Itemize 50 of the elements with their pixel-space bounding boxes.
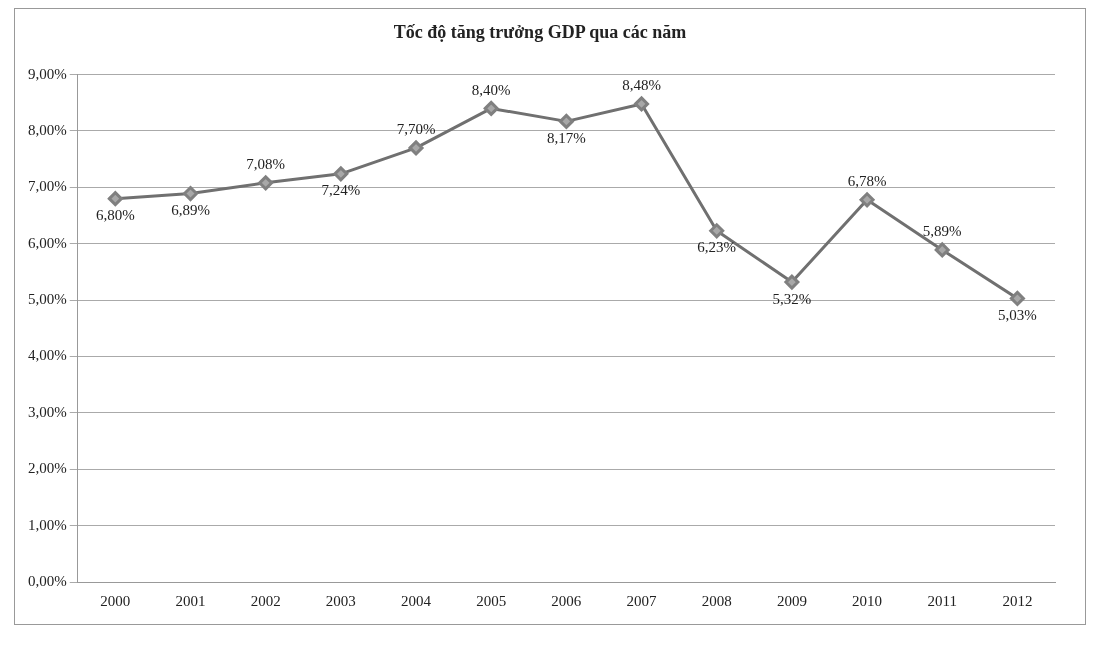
x-tick-label: 2000 bbox=[100, 592, 131, 609]
data-label: 6,80% bbox=[95, 207, 135, 224]
y-tick-label: 1,00% bbox=[28, 516, 67, 533]
x-tick-label: 2012 bbox=[1002, 592, 1033, 609]
point bbox=[333, 166, 349, 182]
chart-title: Tốc độ tăng trưởng GDP qua các năm bbox=[393, 22, 687, 43]
y-tick-label: 3,00% bbox=[28, 403, 67, 420]
y-tick-label: 7,00% bbox=[28, 178, 67, 195]
point bbox=[709, 223, 725, 239]
data-label: 6,78% bbox=[847, 173, 887, 190]
data-label: 6,23% bbox=[697, 239, 737, 256]
x-tick-label: 2003 bbox=[325, 592, 356, 609]
point bbox=[634, 96, 650, 112]
x-tick-label: 2004 bbox=[401, 592, 432, 609]
data-label: 8,17% bbox=[547, 129, 586, 146]
data-label: 5,32% bbox=[772, 290, 812, 307]
y-tick-label: 2,00% bbox=[28, 460, 67, 477]
data-label: 5,89% bbox=[922, 223, 962, 240]
point bbox=[784, 274, 800, 290]
x-tick-label: 2005 bbox=[476, 592, 507, 609]
x-tick-label: 2007 bbox=[626, 592, 658, 609]
y-tick-label: 8,00% bbox=[28, 121, 67, 138]
y-tick-label: 6,00% bbox=[28, 234, 67, 251]
x-tick-label: 2001 bbox=[175, 592, 206, 609]
point bbox=[483, 100, 499, 116]
point bbox=[934, 242, 950, 258]
x-tick-label: 2011 bbox=[927, 592, 957, 609]
data-label: 7,70% bbox=[396, 121, 436, 138]
y-tick-label: 5,00% bbox=[28, 291, 67, 308]
y-tick-label: 0,00% bbox=[28, 572, 67, 589]
point bbox=[558, 113, 574, 129]
point bbox=[107, 191, 123, 207]
point bbox=[408, 140, 424, 156]
point bbox=[183, 186, 199, 202]
x-tick-label: 2009 bbox=[776, 592, 807, 609]
x-tick-label: 2006 bbox=[551, 592, 582, 609]
data-label: 7,08% bbox=[246, 156, 286, 173]
x-tick-label: 2002 bbox=[250, 592, 281, 609]
data-label: 8,48% bbox=[622, 77, 661, 94]
data-label: 7,24% bbox=[321, 182, 361, 199]
x-tick-label: 2008 bbox=[701, 592, 732, 609]
y-tick-label: 4,00% bbox=[28, 347, 67, 364]
point bbox=[1009, 290, 1025, 306]
x-tick-label: 2010 bbox=[852, 592, 883, 609]
data-label: 6,89% bbox=[171, 201, 210, 218]
point bbox=[258, 175, 274, 191]
data-label: 5,03% bbox=[998, 306, 1037, 323]
y-tick-label: 9,00% bbox=[28, 65, 67, 82]
point bbox=[859, 192, 875, 208]
data-label: 8,40% bbox=[471, 81, 511, 98]
